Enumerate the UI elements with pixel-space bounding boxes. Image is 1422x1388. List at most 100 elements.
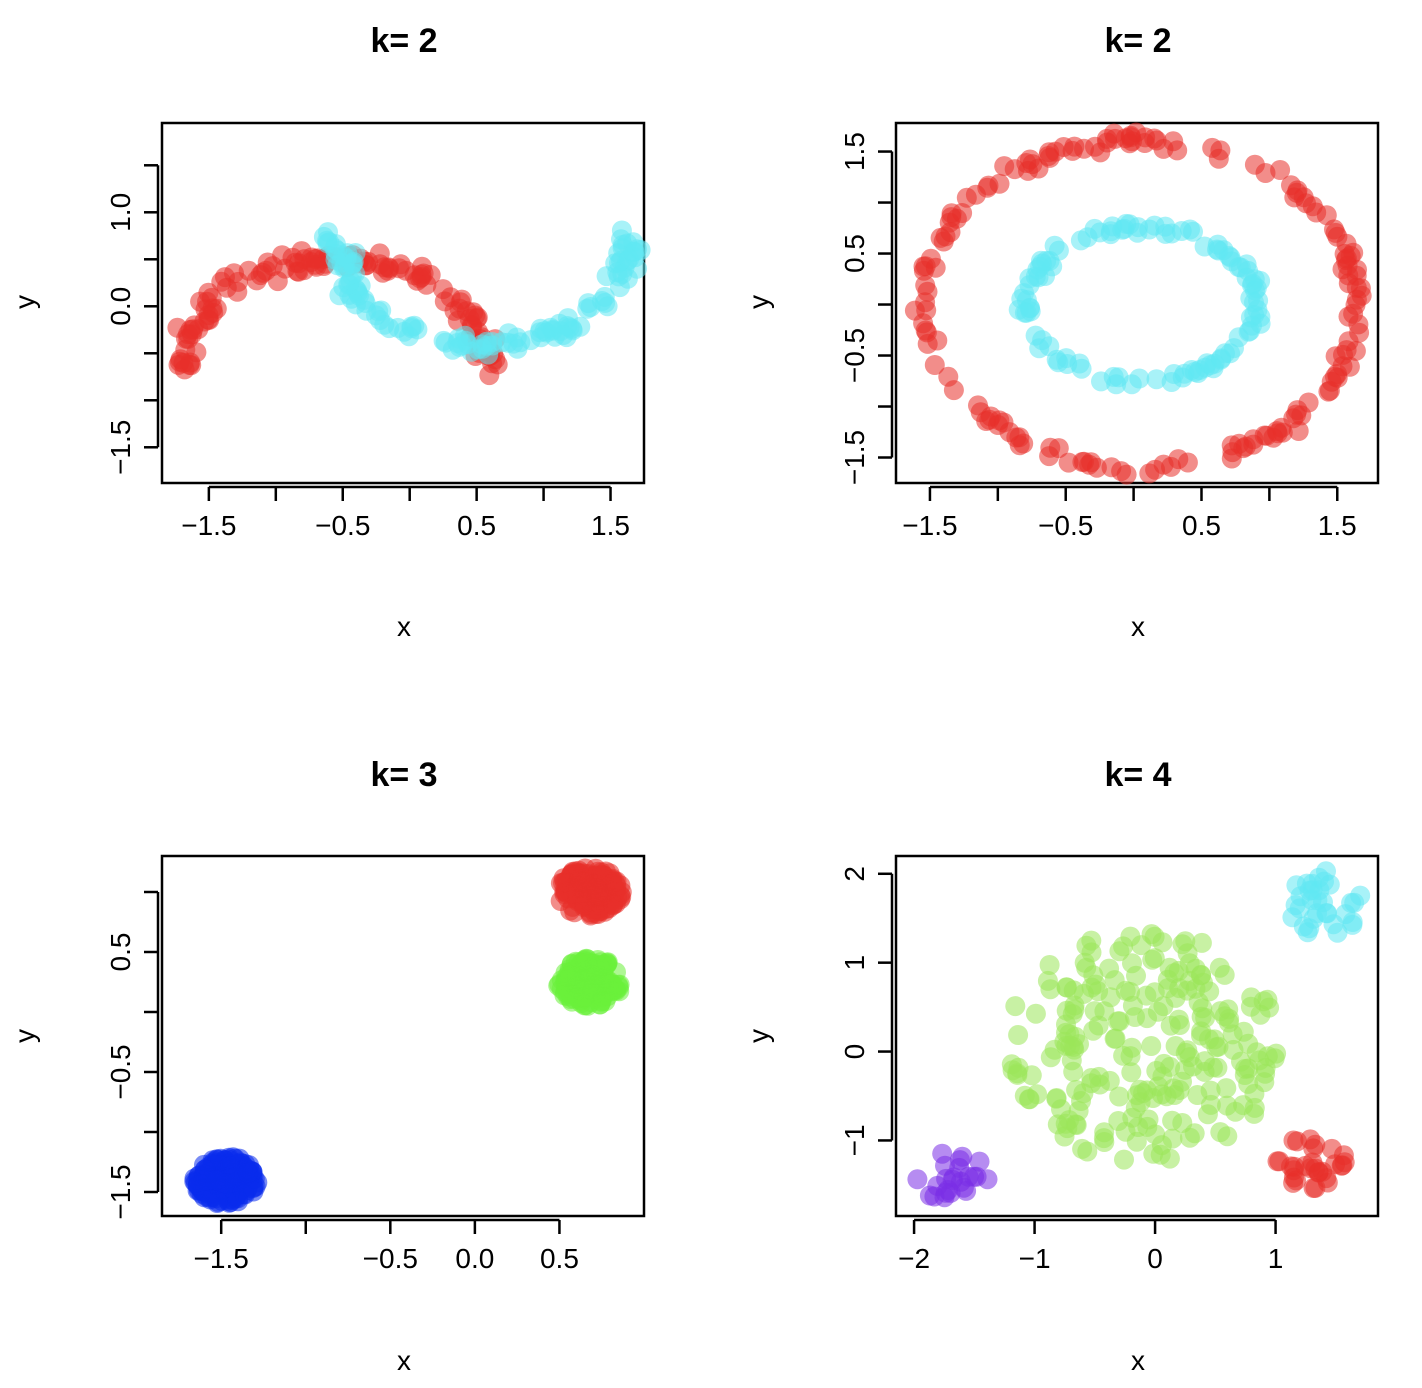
point-red: [1177, 452, 1198, 473]
y-tick-label: −0.5: [839, 328, 870, 383]
point-cyan: [491, 332, 512, 353]
point-red: [413, 263, 434, 284]
x-tick-label: −0.5: [315, 510, 370, 541]
point-green: [1113, 1045, 1134, 1066]
point-red: [1255, 163, 1276, 183]
point-red: [1144, 128, 1165, 149]
x-tick-label: −1.5: [194, 1243, 249, 1274]
y-tick-label: 1.5: [839, 132, 870, 171]
panel-3-title: k= 3: [370, 756, 437, 794]
panel-4-xlabel: x: [1131, 1345, 1145, 1376]
point-green: [1191, 1025, 1211, 1046]
point-green: [560, 965, 581, 986]
point-red: [224, 263, 244, 284]
point-cyan: [324, 238, 345, 259]
point-green: [1064, 999, 1085, 1020]
point-cyan: [1044, 235, 1065, 256]
point-red: [1120, 127, 1141, 148]
point-green: [1114, 1149, 1134, 1170]
point-purple: [969, 1151, 990, 1172]
panel-1-frame: [160, 121, 646, 485]
point-green: [1002, 1060, 1023, 1081]
point-cyan: [1183, 221, 1203, 242]
y-tick-label: 2: [839, 866, 870, 882]
point-green: [1240, 996, 1261, 1017]
x-tick-label: −1: [1019, 1243, 1051, 1274]
point-green: [1089, 1066, 1109, 1087]
point-red: [575, 872, 596, 893]
point-green: [1109, 1011, 1130, 1032]
point-green: [1162, 1128, 1183, 1149]
panel-2-ticks: −1.5 −0.5 0.5 1.5 −1.5 −0.5 0.5 1.5: [839, 132, 1357, 541]
point-green: [1141, 1036, 1162, 1056]
point-green: [1136, 985, 1157, 1006]
point-cyan: [1297, 922, 1318, 943]
point-red: [1286, 404, 1307, 425]
point-red: [1336, 248, 1357, 269]
panel-4-frame: [894, 854, 1380, 1218]
panel-3-xlabel: x: [397, 1345, 411, 1376]
point-green: [1109, 1086, 1130, 1107]
x-tick-label: −1.5: [902, 510, 957, 541]
point-cyan: [1350, 885, 1371, 906]
point-red: [970, 402, 991, 423]
panel-3-ylabel: y: [9, 1029, 40, 1043]
point-green: [1238, 1058, 1259, 1079]
point-green: [1074, 952, 1095, 973]
point-green: [1216, 1078, 1237, 1099]
panel-1: k= 2 x y −1.5 −0.5 0.5 1.5 −1.5 0.0 1.0: [9, 22, 651, 642]
point-cyan: [338, 274, 359, 295]
point-cyan: [478, 344, 499, 365]
point-green: [1222, 1024, 1243, 1045]
x-tick-label: 0.5: [540, 1243, 579, 1274]
point-green: [1040, 979, 1061, 1000]
point-cyan: [617, 268, 638, 289]
point-green: [1072, 1138, 1093, 1159]
point-cyan: [1220, 247, 1241, 268]
point-green: [1056, 977, 1077, 998]
panel-1-ylabel: y: [9, 295, 40, 309]
point-green: [1184, 1123, 1205, 1144]
point-red: [927, 330, 948, 351]
point-green: [1202, 1057, 1223, 1078]
point-green: [1146, 1060, 1167, 1081]
point-cyan: [1161, 223, 1182, 244]
point-green: [592, 987, 613, 1008]
point-red: [1161, 456, 1181, 477]
point-green: [1144, 926, 1165, 947]
point-red: [988, 415, 1008, 435]
point-green: [1005, 996, 1026, 1017]
point-green: [1039, 955, 1060, 975]
point-green: [1172, 934, 1193, 955]
point-red: [595, 861, 616, 882]
point-green: [1200, 1094, 1221, 1115]
point-blue: [185, 1172, 206, 1193]
x-tick-label: 1.5: [1318, 510, 1357, 541]
point-cyan: [1057, 354, 1078, 374]
y-tick-label: 0.5: [839, 234, 870, 273]
point-cyan: [1129, 368, 1150, 389]
panel-1-ticks: −1.5 −0.5 0.5 1.5 −1.5 0.0 1.0: [105, 164, 630, 541]
panel-2: k= 2 x y −1.5 −0.5 0.5 1.5 −1.5 −0.5 0.5 1.5: [743, 22, 1380, 642]
point-green: [1179, 1047, 1200, 1068]
point-cyan: [623, 241, 644, 262]
panel-4-ticks: −2 −1 0 1 −1 0 1 2: [839, 866, 1283, 1274]
point-red: [915, 292, 936, 313]
point-green: [1100, 987, 1121, 1008]
point-green: [1073, 983, 1094, 1004]
point-cyan: [1289, 898, 1310, 919]
panel-4-ylabel: y: [743, 1029, 774, 1043]
point-green: [1019, 1089, 1040, 1110]
point-green: [1210, 1122, 1231, 1143]
point-green: [1200, 1080, 1221, 1101]
point-cyan: [442, 339, 463, 360]
point-green: [1225, 1101, 1246, 1122]
point-red: [1325, 222, 1346, 243]
panel-2-ylabel: y: [743, 295, 774, 309]
x-tick-label: 0.0: [455, 1243, 494, 1274]
point-red: [1039, 446, 1060, 467]
point-red: [1316, 205, 1337, 226]
x-tick-label: −1.5: [181, 510, 236, 541]
point-red: [924, 355, 945, 375]
point-green: [1179, 953, 1200, 974]
